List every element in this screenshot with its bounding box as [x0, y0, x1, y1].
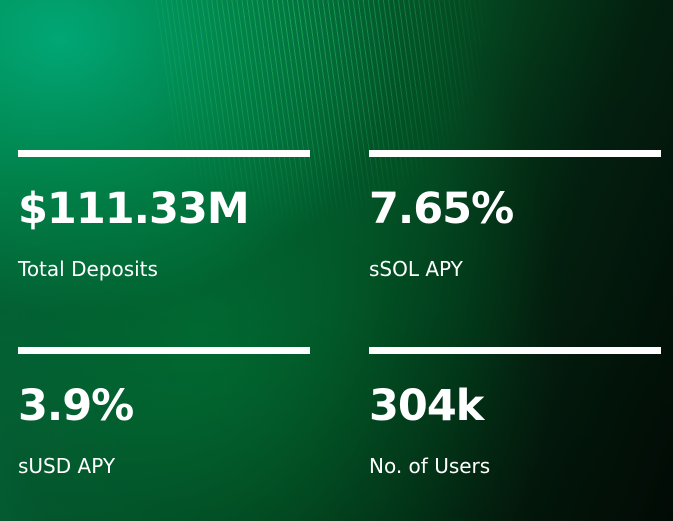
- stat-number-of-users: 304k No. of Users: [369, 347, 661, 476]
- stat-label: Total Deposits: [18, 257, 158, 281]
- stat-value: $111.33M: [18, 184, 250, 234]
- stat-label: sUSD APY: [18, 454, 116, 478]
- stat-susd-apy: 3.9% sUSD APY: [18, 347, 310, 476]
- stat-divider: [369, 150, 661, 157]
- stat-ssol-apy: 7.65% sSOL APY: [369, 150, 661, 279]
- stat-label: sSOL APY: [369, 257, 463, 281]
- stat-value: 3.9%: [18, 381, 134, 431]
- stat-label: No. of Users: [369, 454, 491, 478]
- stat-divider: [18, 347, 310, 354]
- stat-divider: [18, 150, 310, 157]
- stat-total-deposits: $111.33M Total Deposits: [18, 150, 310, 279]
- stat-divider: [369, 347, 661, 354]
- stat-value: 304k: [369, 381, 484, 431]
- stat-value: 7.65%: [369, 184, 514, 234]
